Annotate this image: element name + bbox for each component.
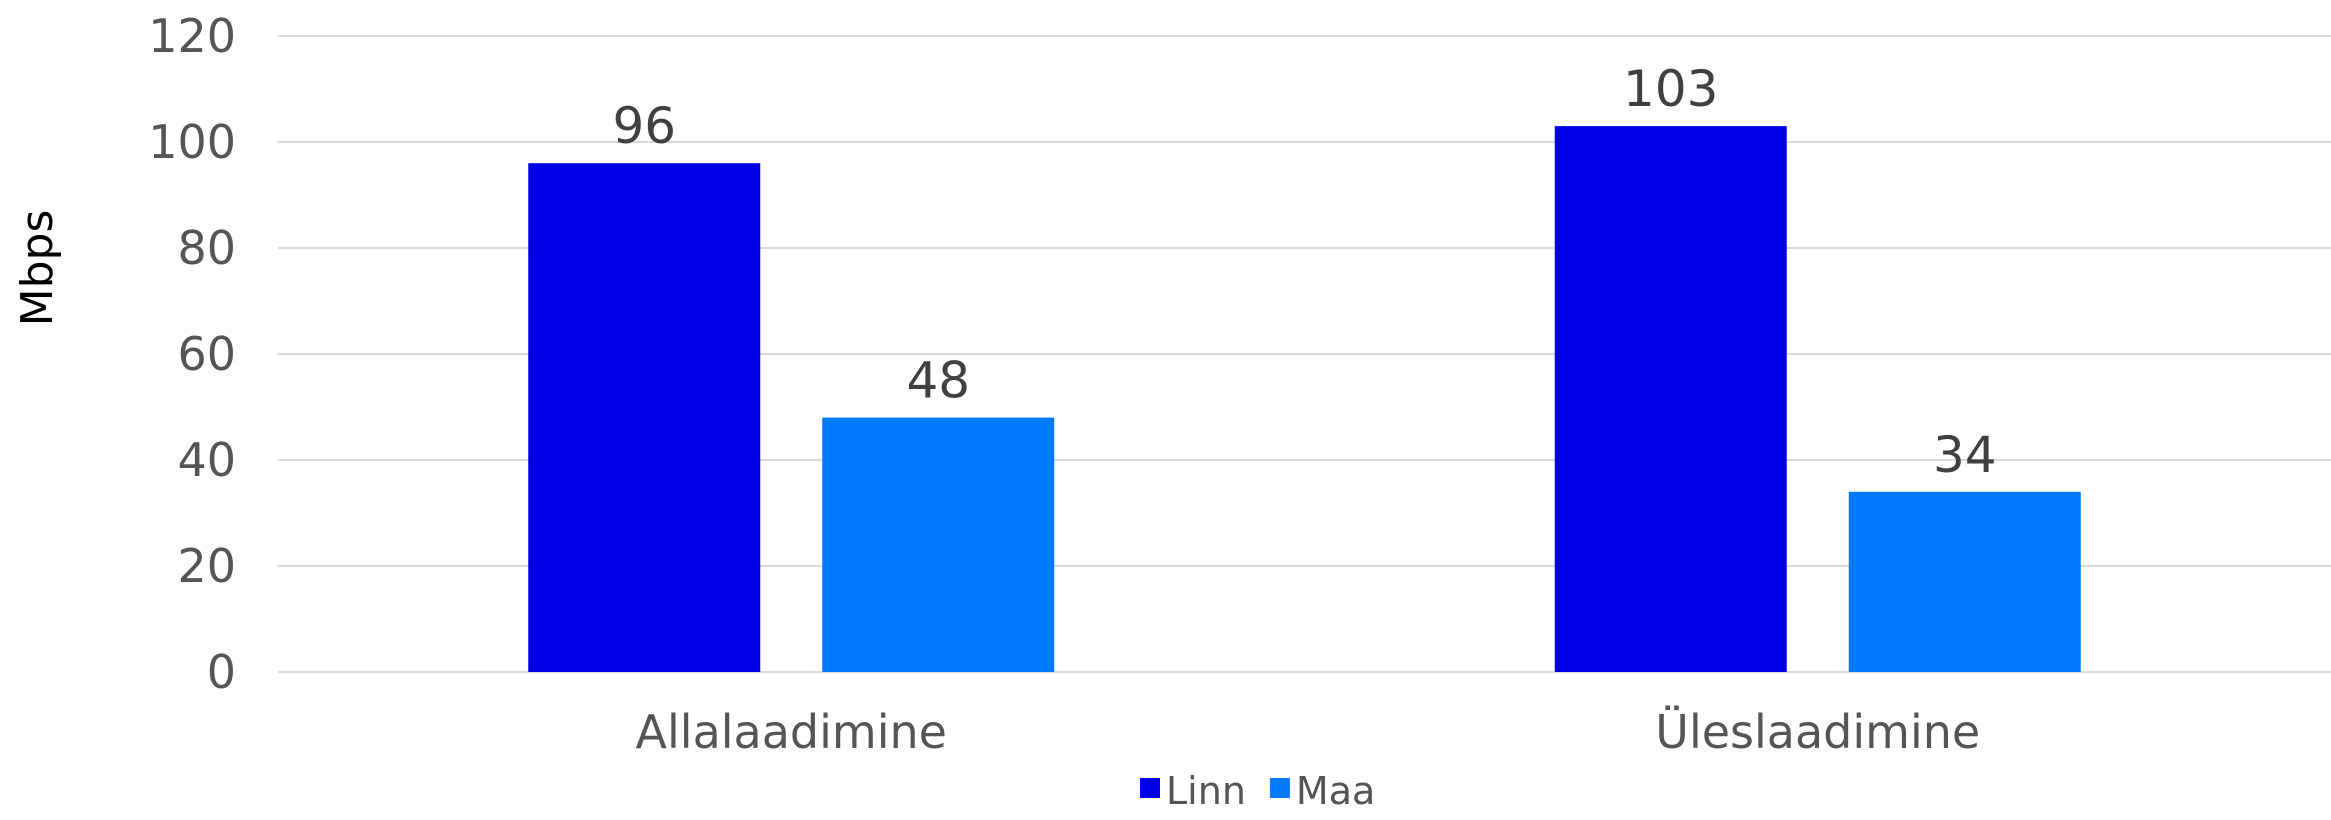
y-tick-label: 60 <box>177 327 236 381</box>
category-label: Allalaadimine <box>636 705 947 759</box>
y-axis-ticks: 0 20 40 60 80 100 120 <box>148 9 236 699</box>
bar-linn-0 <box>528 163 761 672</box>
y-axis-title: Mbps <box>12 210 63 327</box>
bars <box>528 126 2081 673</box>
category-label: Üleslaadimine <box>1655 705 1980 759</box>
y-tick-label: 0 <box>207 645 236 699</box>
bar-linn-1 <box>1554 126 1787 673</box>
bar-maa-1 <box>1848 491 2081 672</box>
y-tick-label: 40 <box>177 433 236 487</box>
data-label: 103 <box>1623 60 1718 118</box>
legend: Linn Maa <box>1140 769 1375 813</box>
category-labels: Allalaadimine Üleslaadimine <box>636 705 1981 759</box>
data-label: 48 <box>906 352 970 410</box>
legend-swatch-linn <box>1140 778 1160 798</box>
legend-label: Linn <box>1166 769 1246 813</box>
y-tick-label: 120 <box>148 9 236 63</box>
legend-label: Maa <box>1296 769 1375 813</box>
legend-swatch-maa <box>1269 778 1290 798</box>
bar-maa-0 <box>822 417 1055 672</box>
y-tick-label: 80 <box>177 221 236 275</box>
data-labels: 96 48 103 34 <box>612 60 1996 484</box>
data-label: 96 <box>612 97 676 155</box>
data-label: 34 <box>1933 426 1997 484</box>
y-tick-label: 20 <box>177 539 236 593</box>
y-tick-label: 100 <box>148 115 236 169</box>
